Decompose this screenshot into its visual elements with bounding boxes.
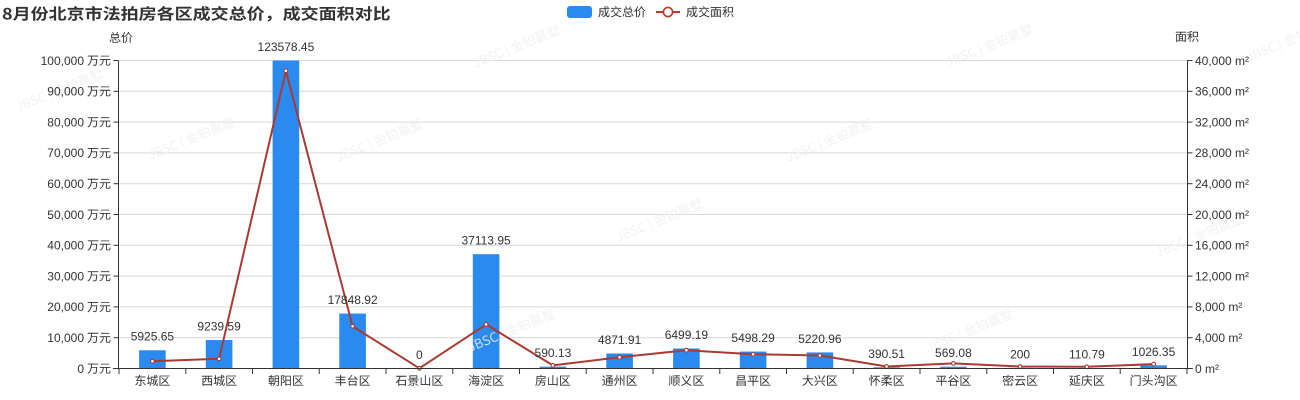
svg-text:20,000: 20,000	[47, 300, 84, 314]
svg-text:16,000 m²: 16,000 m²	[1195, 239, 1249, 253]
svg-text:590.13: 590.13	[535, 346, 572, 360]
svg-text:80,000: 80,000	[47, 115, 84, 129]
svg-text:123578.45: 123578.45	[258, 40, 315, 54]
svg-text:6499.19: 6499.19	[665, 328, 709, 342]
svg-text:30,000: 30,000	[47, 269, 84, 283]
svg-text:17848.92: 17848.92	[328, 293, 378, 307]
svg-text:70,000: 70,000	[47, 146, 84, 160]
svg-text:10,000: 10,000	[47, 331, 84, 345]
svg-text:4871.91: 4871.91	[598, 333, 642, 347]
svg-text:36,000 m²: 36,000 m²	[1195, 85, 1249, 99]
svg-text:4,000 m²: 4,000 m²	[1195, 331, 1242, 345]
svg-text:5220.96: 5220.96	[798, 332, 842, 346]
svg-text:9239.59: 9239.59	[197, 320, 241, 334]
svg-text:90,000: 90,000	[47, 85, 84, 99]
svg-text:0 m²: 0 m²	[1195, 362, 1219, 376]
svg-text:20,000 m²: 20,000 m²	[1195, 208, 1249, 222]
svg-text:40,000: 40,000	[47, 239, 84, 253]
svg-text:12,000 m²: 12,000 m²	[1195, 269, 1249, 283]
svg-text:5498.29: 5498.29	[731, 331, 775, 345]
svg-text:60,000: 60,000	[47, 177, 84, 191]
svg-text:1026.35: 1026.35	[1132, 345, 1176, 359]
svg-text:0: 0	[77, 362, 84, 376]
svg-text:100,000: 100,000	[41, 54, 85, 68]
svg-text:110.79: 110.79	[1069, 348, 1105, 362]
svg-text:0: 0	[416, 348, 423, 362]
svg-text:50,000: 50,000	[47, 208, 84, 222]
svg-text:40,000 m²: 40,000 m²	[1195, 54, 1249, 68]
svg-text:37113.95: 37113.95	[462, 234, 511, 248]
svg-text:32,000 m²: 32,000 m²	[1195, 115, 1249, 129]
svg-text:24,000 m²: 24,000 m²	[1195, 177, 1249, 191]
svg-text:200: 200	[1010, 347, 1030, 361]
svg-text:5925.65: 5925.65	[131, 330, 175, 344]
svg-text:28,000 m²: 28,000 m²	[1195, 146, 1249, 160]
svg-text:569.08: 569.08	[935, 346, 972, 360]
svg-text:8,000 m²: 8,000 m²	[1195, 300, 1242, 314]
svg-text:390.51: 390.51	[868, 347, 905, 361]
